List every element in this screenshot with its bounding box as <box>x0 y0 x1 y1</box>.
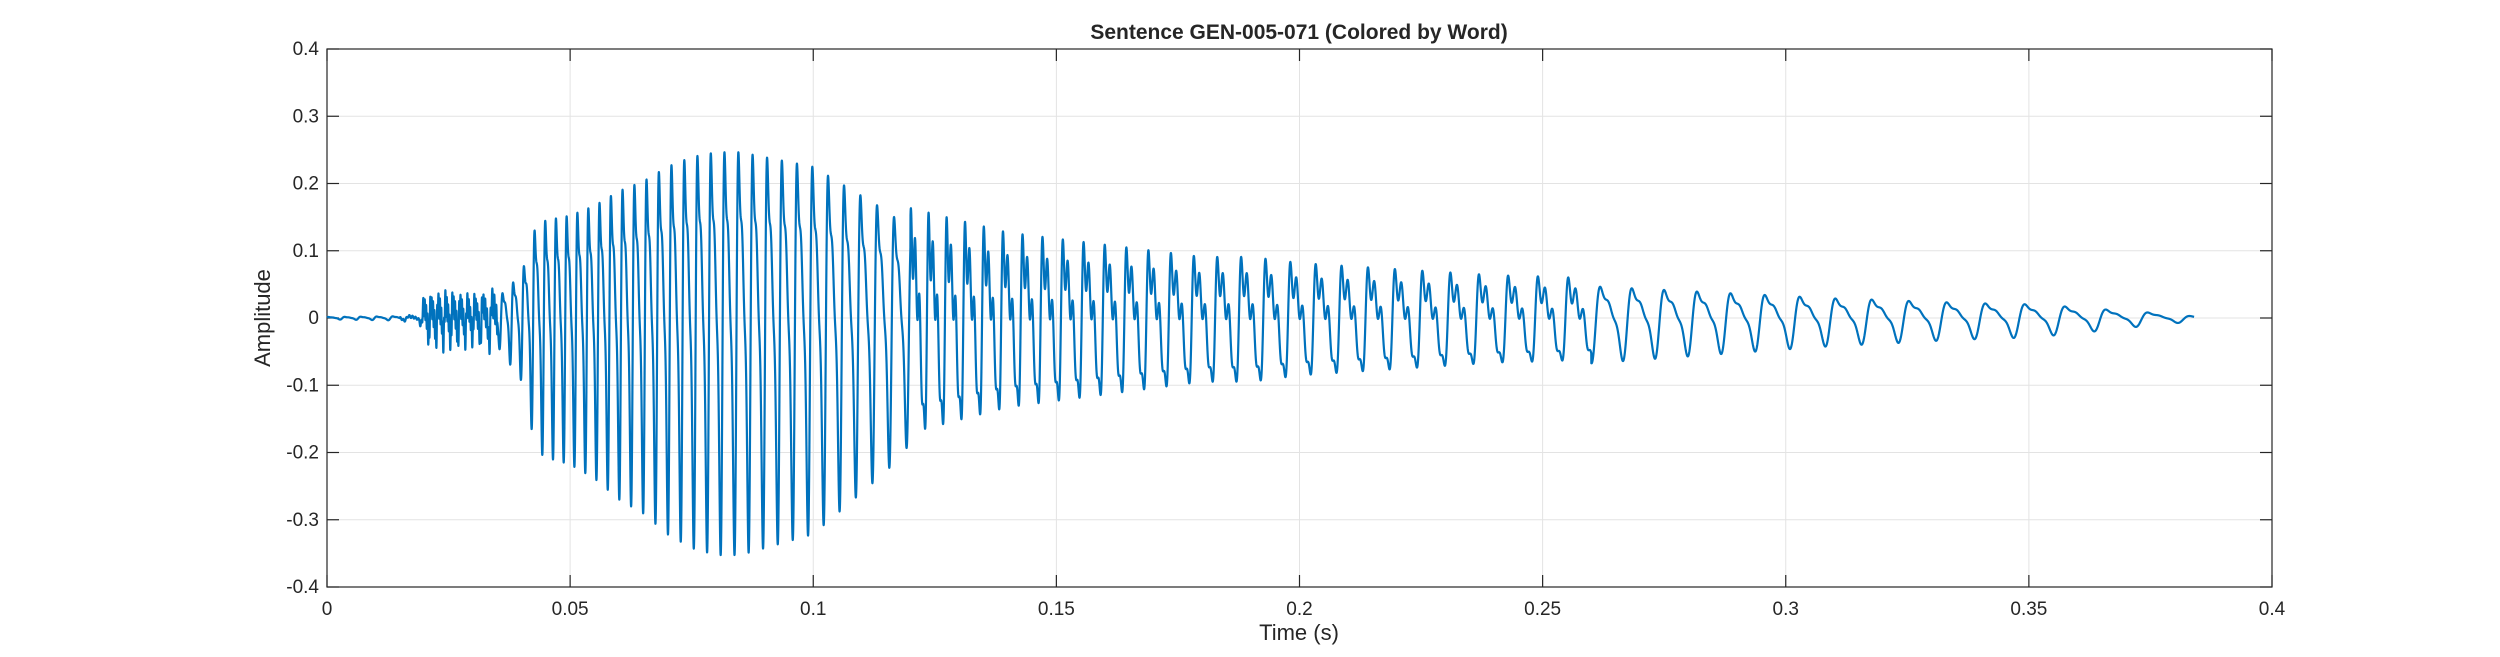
x-tick-label: 0.15 <box>1038 599 1075 620</box>
y-tick-label: 0.1 <box>293 241 319 262</box>
x-tick-label: 0.35 <box>2010 599 2047 620</box>
x-tick-label: 0.1 <box>800 599 826 620</box>
y-tick-label: 0 <box>308 308 319 329</box>
x-tick-label: 0.05 <box>552 599 589 620</box>
y-tick-label: -0.1 <box>286 375 319 396</box>
waveform-line <box>326 151 2196 557</box>
y-tick-label: -0.2 <box>286 443 319 464</box>
y-tick-label: -0.4 <box>286 577 319 598</box>
y-tick-label: 0.2 <box>293 174 319 195</box>
x-tick-label: 0.25 <box>1524 599 1561 620</box>
x-tick-label: 0.3 <box>1773 599 1799 620</box>
y-tick-label: 0.3 <box>293 106 319 127</box>
axis-ticks <box>326 48 2273 588</box>
y-axis-label: Amplitude <box>250 269 275 367</box>
chart-title: Sentence GEN-005-071 (Colored by Word) <box>1090 21 1507 44</box>
y-tick-labels: -0.4 -0.3 -0.2 -0.1 0 0.1 0.2 0.3 0.4 <box>286 39 319 598</box>
x-tick-labels: 0 0.05 0.1 0.15 0.2 0.25 0.3 0.35 0.4 <box>322 599 2286 620</box>
x-tick-label: 0.2 <box>1286 599 1312 620</box>
y-tick-label: -0.3 <box>286 510 319 531</box>
x-tick-label: 0.4 <box>2259 599 2286 620</box>
x-tick-label: 0 <box>322 599 333 620</box>
x-axis-label: Time (s) <box>1259 620 1339 645</box>
y-tick-label: 0.4 <box>293 39 320 60</box>
